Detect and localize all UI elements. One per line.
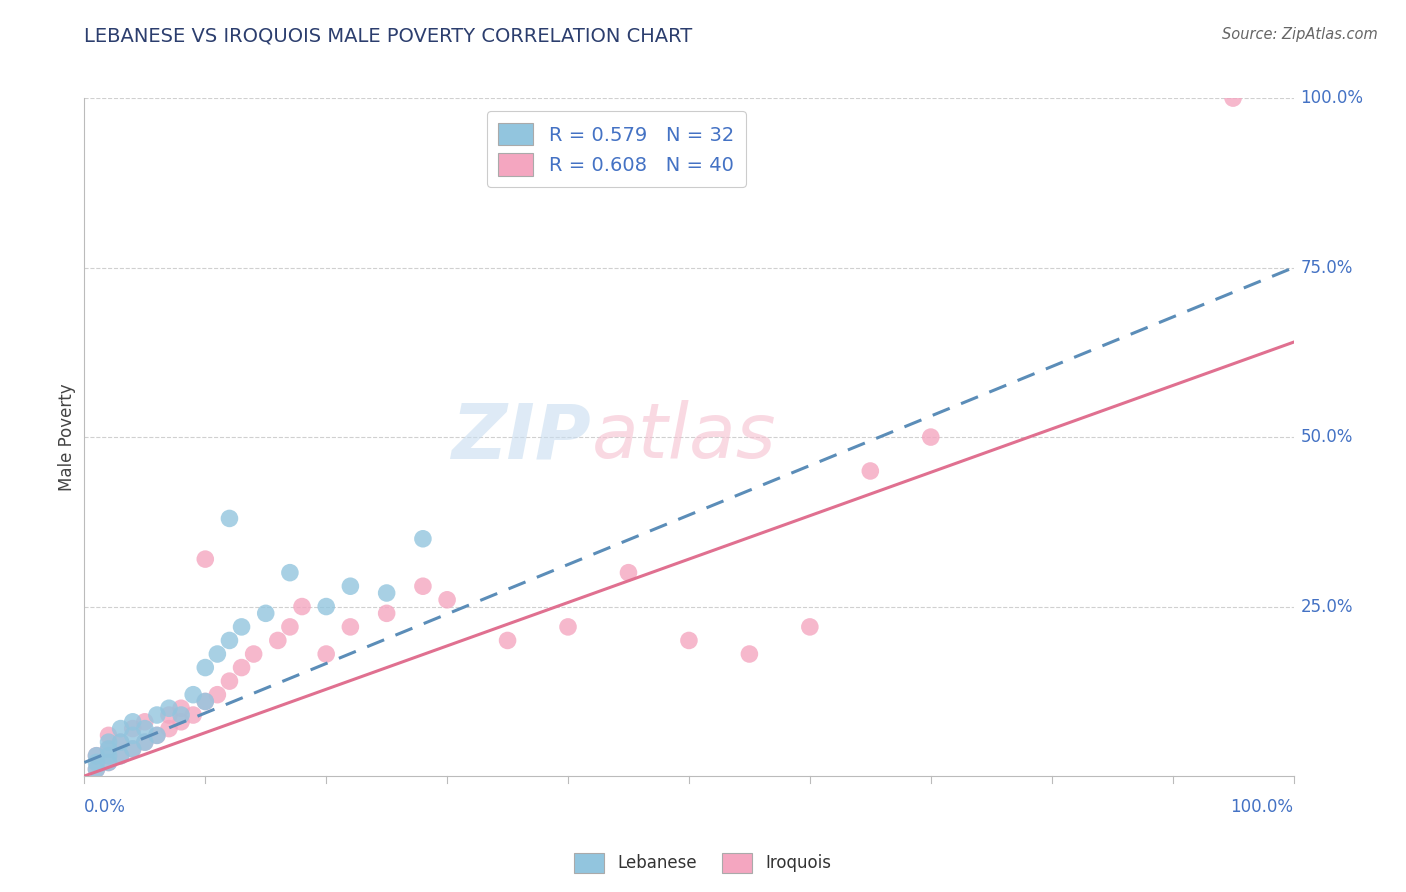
Text: ZIP: ZIP: [453, 401, 592, 474]
Point: [146, 708, 169, 723]
Y-axis label: Male Poverty: Male Poverty: [58, 384, 76, 491]
Text: 100.0%: 100.0%: [1230, 797, 1294, 815]
Text: 0.0%: 0.0%: [84, 797, 127, 815]
Point: [412, 532, 434, 546]
Point: [375, 607, 398, 621]
Point: [110, 735, 132, 749]
Point: [267, 633, 290, 648]
Point: [278, 620, 301, 634]
Point: [86, 756, 108, 770]
Point: [339, 620, 361, 634]
Point: [170, 708, 193, 723]
Point: [97, 728, 120, 742]
Point: [231, 660, 253, 674]
Point: [121, 714, 143, 729]
Text: 25.0%: 25.0%: [1301, 598, 1353, 615]
Point: [181, 688, 204, 702]
Point: [218, 511, 240, 525]
Point: [170, 701, 193, 715]
Point: [194, 552, 217, 566]
Text: atlas: atlas: [592, 401, 776, 474]
Point: [170, 714, 193, 729]
Text: Source: ZipAtlas.com: Source: ZipAtlas.com: [1222, 27, 1378, 42]
Point: [157, 708, 180, 723]
Point: [157, 701, 180, 715]
Point: [194, 694, 217, 708]
Point: [121, 722, 143, 736]
Point: [799, 620, 821, 634]
Point: [339, 579, 361, 593]
Point: [315, 599, 337, 614]
Point: [157, 722, 180, 736]
Point: [920, 430, 942, 444]
Point: [110, 748, 132, 763]
Point: [738, 647, 761, 661]
Point: [375, 586, 398, 600]
Point: [557, 620, 579, 634]
Point: [218, 674, 240, 689]
Text: 75.0%: 75.0%: [1301, 259, 1353, 277]
Point: [315, 647, 337, 661]
Point: [146, 728, 169, 742]
Point: [496, 633, 519, 648]
Point: [436, 592, 458, 607]
Point: [97, 748, 120, 763]
Legend: R = 0.579   N = 32, R = 0.608   N = 40: R = 0.579 N = 32, R = 0.608 N = 40: [486, 112, 747, 187]
Point: [110, 722, 132, 736]
Point: [231, 620, 253, 634]
Point: [412, 579, 434, 593]
Point: [207, 688, 229, 702]
Point: [194, 660, 217, 674]
Text: LEBANESE VS IROQUOIS MALE POVERTY CORRELATION CHART: LEBANESE VS IROQUOIS MALE POVERTY CORREL…: [84, 27, 693, 45]
Point: [121, 742, 143, 756]
Point: [1222, 91, 1244, 105]
Point: [207, 647, 229, 661]
Point: [86, 762, 108, 776]
Point: [617, 566, 640, 580]
Point: [218, 633, 240, 648]
Text: 100.0%: 100.0%: [1301, 89, 1364, 107]
Point: [86, 762, 108, 776]
Text: 50.0%: 50.0%: [1301, 428, 1353, 446]
Point: [254, 607, 277, 621]
Point: [194, 694, 217, 708]
Point: [97, 742, 120, 756]
Point: [278, 566, 301, 580]
Point: [97, 742, 120, 756]
Point: [86, 748, 108, 763]
Point: [291, 599, 314, 614]
Point: [97, 735, 120, 749]
Point: [859, 464, 882, 478]
Point: [110, 735, 132, 749]
Point: [97, 756, 120, 770]
Point: [110, 748, 132, 763]
Point: [146, 728, 169, 742]
Point: [121, 728, 143, 742]
Point: [181, 708, 204, 723]
Point: [86, 748, 108, 763]
Point: [134, 735, 156, 749]
Point: [242, 647, 264, 661]
Point: [134, 735, 156, 749]
Point: [97, 756, 120, 770]
Point: [134, 722, 156, 736]
Point: [121, 742, 143, 756]
Point: [678, 633, 700, 648]
Point: [134, 714, 156, 729]
Legend: Lebanese, Iroquois: Lebanese, Iroquois: [568, 847, 838, 880]
